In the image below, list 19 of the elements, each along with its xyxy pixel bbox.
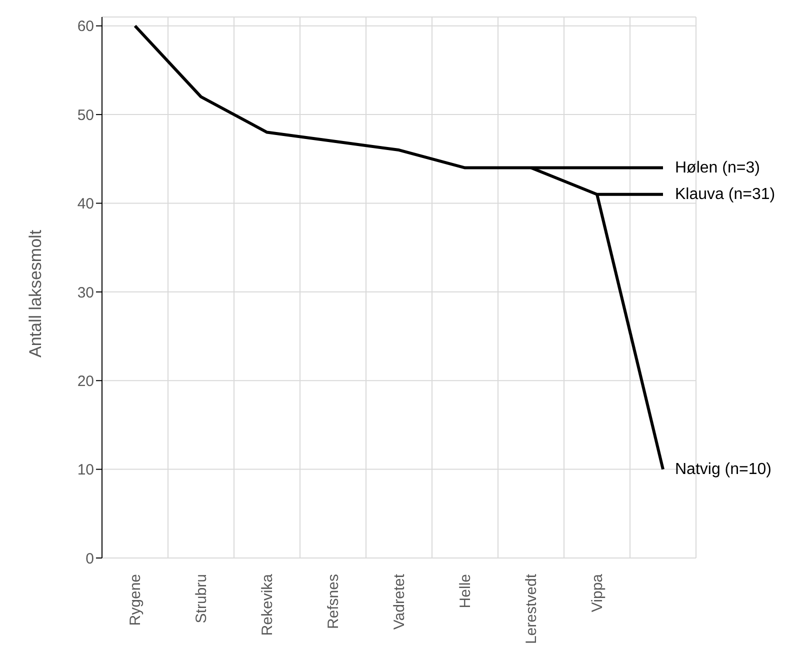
y-tick-label: 20 <box>77 372 94 390</box>
x-tick-label: Vadretet <box>391 573 408 630</box>
y-tick-label: 60 <box>77 18 94 36</box>
y-tick-label: 10 <box>77 462 94 479</box>
y-tick-label: 40 <box>77 196 94 213</box>
x-tick-label: Strubru <box>193 574 210 624</box>
y-tick-label: 50 <box>77 106 94 124</box>
y-axis-title: Antall laksesmolt <box>26 230 46 358</box>
series-label: Natvig (n=10) <box>675 460 772 478</box>
series-label: Hølen (n=3) <box>675 159 760 176</box>
y-tick-label: 30 <box>77 284 94 302</box>
x-tick-label: Vippa <box>589 573 606 612</box>
x-tick-label: Rekevika <box>259 573 276 636</box>
x-tick-label: Rygene <box>127 574 144 626</box>
y-tick-label: 0 <box>86 550 94 568</box>
x-tick-label: Refsnes <box>325 574 342 630</box>
x-tick-label: Helle <box>457 574 474 608</box>
series-label: Klauva (n=31) <box>675 186 776 203</box>
x-tick-label: Lerestvedt <box>523 573 540 644</box>
